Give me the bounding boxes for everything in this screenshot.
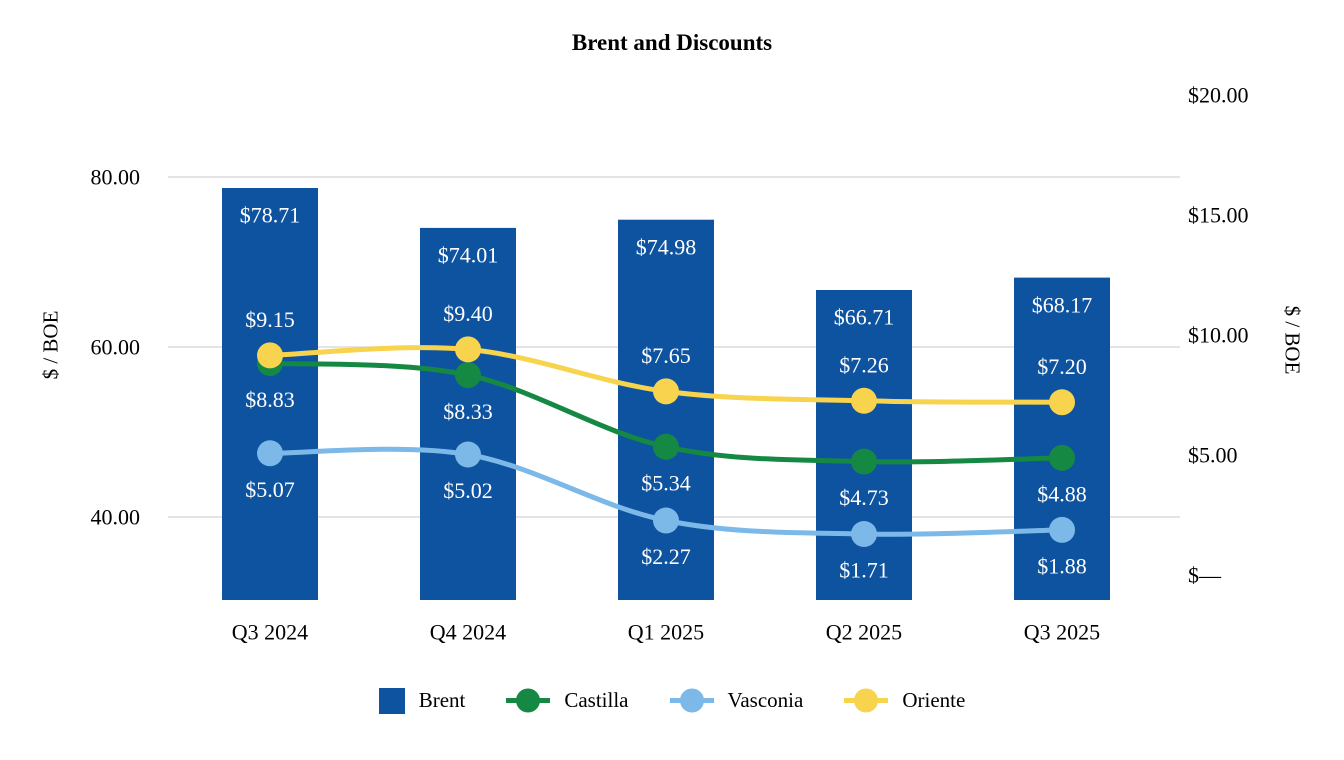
line-value-label-oriente-q4-2024: $9.40 — [443, 301, 493, 326]
x-axis-label-q2-2025: Q2 2025 — [826, 620, 902, 645]
right-axis-title: $ / BOE — [1281, 306, 1305, 375]
line-value-label-castilla-q3-2024: $8.83 — [245, 387, 295, 412]
bar-value-label-q1-2025: $74.98 — [636, 234, 697, 259]
right-axis-tick-10: $10.00 — [1188, 323, 1249, 348]
marker-oriente-q3-2024 — [257, 342, 283, 369]
line-value-label-vasconia-q1-2025: $2.27 — [641, 544, 691, 569]
bar-q3-2024 — [222, 188, 318, 600]
axis-tick-labels: 80.00 60.00 40.00 $20.00 $15.00 $10.00 $5.00 $—… — [91, 83, 1249, 645]
legend-item-brent: Brent — [378, 687, 466, 714]
bar-q2-2025 — [816, 290, 912, 600]
line-value-label-castilla-q1-2025: $5.34 — [641, 471, 691, 496]
line-value-label-vasconia-q3-2025: $1.88 — [1037, 554, 1087, 579]
x-axis-label-q4-2024: Q4 2024 — [430, 620, 506, 645]
x-axis-label-q3-2024: Q3 2024 — [232, 620, 308, 645]
right-axis-tick-0: $— — [1188, 563, 1222, 588]
line-value-label-vasconia-q3-2024: $5.07 — [245, 477, 295, 502]
right-axis-tick-20: $20.00 — [1188, 83, 1249, 108]
legend-swatch-line-castilla — [506, 688, 551, 713]
chart-title: Brent and Discounts — [571, 30, 773, 55]
legend-item-oriente: Oriente — [844, 687, 965, 714]
bar-value-label-q2-2025: $66.71 — [834, 305, 895, 330]
marker-castilla-q1-2025 — [653, 433, 679, 460]
legend-marker-vasconia — [679, 688, 704, 713]
left-axis-tick-60: 60.00 — [91, 335, 141, 360]
right-axis-tick-15: $15.00 — [1188, 203, 1249, 228]
marker-oriente-q2-2025 — [851, 387, 877, 414]
bar-value-label-q3-2024: $78.71 — [240, 203, 301, 228]
line-value-label-oriente-q3-2024: $9.15 — [245, 307, 295, 332]
marker-vasconia-q3-2025 — [1049, 516, 1075, 543]
marker-oriente-q4-2024 — [455, 336, 481, 363]
right-axis-tick-5: $5.00 — [1188, 443, 1238, 468]
bar-q1-2025 — [618, 219, 714, 600]
legend-swatch-square-brent — [378, 687, 405, 714]
bar-q3-2025 — [1014, 277, 1110, 600]
legend-marker-oriente — [854, 688, 879, 713]
line-value-label-castilla-q2-2025: $4.73 — [839, 485, 889, 510]
left-axis-title: $ / BOE — [38, 311, 62, 380]
legend-item-vasconia: Vasconia — [669, 687, 804, 714]
line-value-label-oriente-q3-2025: $7.20 — [1037, 354, 1087, 379]
legend-label-castilla: Castilla — [564, 688, 629, 712]
bar-value-label-q3-2025: $68.17 — [1032, 292, 1093, 317]
marker-castilla-q2-2025 — [851, 448, 877, 475]
bar-value-label-q4-2024: $74.01 — [438, 243, 499, 268]
legend-label-oriente: Oriente — [902, 688, 966, 712]
line-value-label-oriente-q2-2025: $7.26 — [839, 353, 889, 378]
x-axis-label-q1-2025: Q1 2025 — [628, 620, 704, 645]
marker-vasconia-q4-2024 — [455, 441, 481, 468]
marker-castilla-q3-2025 — [1049, 444, 1075, 471]
marker-castilla-q4-2024 — [455, 362, 481, 389]
chart-legend: Brent Castilla Vasconia Oriente — [0, 687, 1344, 714]
data-labels: $78.71 $74.01 $74.98 $66.71 $68.17 $8.83 $8.33… — [240, 203, 1093, 583]
legend-label-vasconia: Vasconia — [727, 688, 804, 712]
line-value-label-oriente-q1-2025: $7.65 — [641, 343, 691, 368]
bar-series-brent — [222, 188, 1110, 600]
line-value-label-castilla-q4-2024: $8.33 — [443, 399, 493, 424]
legend-swatch-line-vasconia — [669, 688, 714, 713]
marker-vasconia-q3-2024 — [257, 440, 283, 467]
x-axis-label-q3-2025: Q3 2025 — [1024, 620, 1100, 645]
left-axis-tick-40: 40.00 — [91, 505, 141, 530]
legend-label-brent: Brent — [418, 688, 466, 712]
legend-marker-castilla — [516, 688, 541, 713]
legend-item-castilla: Castilla — [506, 687, 629, 714]
left-axis-tick-80: 80.00 — [91, 165, 141, 190]
marker-oriente-q3-2025 — [1049, 389, 1075, 416]
marker-oriente-q1-2025 — [653, 378, 679, 405]
line-value-label-vasconia-q2-2025: $1.71 — [839, 558, 889, 583]
marker-vasconia-q1-2025 — [653, 507, 679, 534]
marker-vasconia-q2-2025 — [851, 521, 877, 547]
line-series-group — [257, 336, 1075, 547]
bar-q4-2024 — [420, 227, 516, 600]
line-value-label-vasconia-q4-2024: $5.02 — [443, 478, 493, 503]
legend-swatch-line-oriente — [844, 688, 889, 713]
line-value-label-castilla-q3-2025: $4.88 — [1037, 482, 1087, 507]
